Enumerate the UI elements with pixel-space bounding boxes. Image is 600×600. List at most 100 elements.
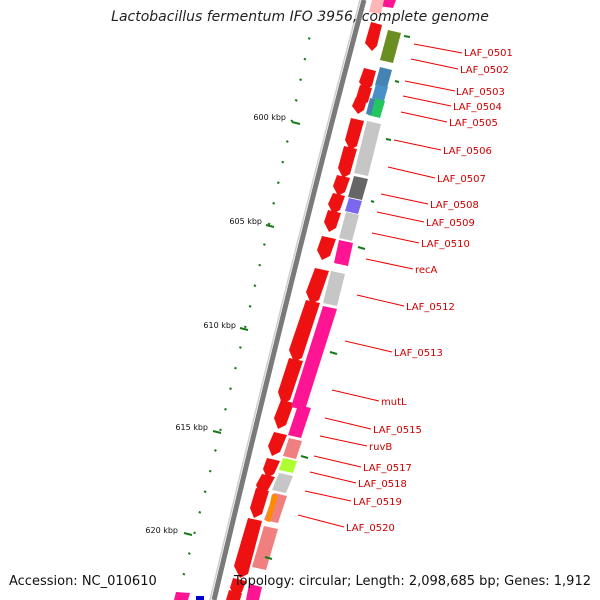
scale-dot: [238, 346, 242, 349]
gene-arrow[interactable]: [234, 518, 262, 578]
scale-dots: [177, 37, 311, 597]
inner-tick: [394, 80, 400, 83]
gene-label[interactable]: recA: [415, 265, 438, 276]
scale-dot: [193, 531, 197, 535]
scale-tick: [239, 327, 249, 331]
gene-arrow[interactable]: [365, 22, 382, 51]
scale-dot: [299, 78, 303, 82]
feature-block[interactable]: [348, 176, 368, 200]
feature-track: [174, 30, 401, 600]
gene-arrow[interactable]: [317, 236, 336, 260]
gene-labels: LAF_0501 LAF_0502 LAF_0503 LAF_0504 LAF_…: [346, 48, 513, 534]
leader-line: [410, 58, 459, 70]
gene-arrow[interactable]: [333, 175, 350, 196]
inner-tick: [264, 556, 273, 560]
inner-tick: [370, 200, 375, 203]
inner-ticks: [264, 35, 411, 560]
gene-arrow[interactable]: [250, 488, 269, 518]
gene-arrow[interactable]: [278, 358, 303, 404]
feature-block[interactable]: [366, 98, 375, 115]
gene-label[interactable]: LAF_0504: [453, 102, 502, 113]
scale-tick: [265, 224, 275, 228]
feature-block[interactable]: [372, 84, 388, 101]
leader-line: [365, 258, 414, 270]
inner-tick: [385, 138, 392, 141]
scale-dot: [285, 140, 289, 143]
feature-block[interactable]: [196, 596, 204, 600]
gene-arrow[interactable]: [359, 68, 376, 90]
scale-dot: [224, 407, 227, 411]
gene-label[interactable]: LAF_0503: [456, 87, 505, 98]
feature-block[interactable]: [291, 306, 337, 410]
gene-label[interactable]: LAF_0509: [426, 218, 475, 229]
feature-block[interactable]: [279, 458, 297, 473]
genome-summary-text: Topology: circular; Length: 2,098,685 bp…: [233, 574, 591, 589]
scale-dot: [258, 263, 262, 267]
scale-tick: [291, 121, 301, 125]
leader-line: [371, 232, 420, 244]
scale-label: 600 kbp: [253, 113, 286, 122]
gene-label[interactable]: LAF_0507: [437, 174, 486, 185]
gene-label[interactable]: LAF_0502: [460, 65, 509, 76]
scale-dot: [182, 572, 186, 576]
leader-line: [331, 389, 380, 402]
feature-block[interactable]: [339, 212, 359, 241]
feature-block[interactable]: [174, 592, 190, 600]
gene-arrow[interactable]: [369, 0, 384, 14]
gene-arrow[interactable]: [328, 193, 345, 214]
gene-label[interactable]: mutL: [381, 397, 407, 408]
gene-label[interactable]: LAF_0517: [363, 463, 412, 474]
leader-line: [387, 166, 436, 179]
feature-block[interactable]: [345, 198, 362, 214]
gene-label[interactable]: LAF_0506: [443, 146, 492, 157]
gene-label[interactable]: LAF_0513: [394, 348, 443, 359]
gene-label[interactable]: LAF_0508: [430, 200, 479, 211]
feature-block[interactable]: [334, 240, 353, 266]
gene-arrow[interactable]: [306, 268, 329, 304]
gene-arrow[interactable]: [289, 300, 320, 362]
gene-label[interactable]: LAF_0505: [449, 118, 498, 129]
scale-label: 620 kbp: [145, 526, 178, 535]
scale-dot: [294, 98, 298, 102]
scale-dot: [234, 366, 237, 370]
inner-tick: [329, 351, 338, 355]
genome-backbone: [211, 0, 367, 600]
leader-line: [356, 294, 405, 307]
scale-dot: [219, 428, 222, 432]
feature-block[interactable]: [252, 526, 278, 570]
gene-arrow[interactable]: [324, 210, 341, 232]
leader-line: [319, 435, 368, 447]
gene-arrow[interactable]: [256, 474, 275, 494]
scale-dot: [262, 243, 266, 246]
scale-dot: [229, 387, 232, 391]
feature-block[interactable]: [354, 121, 381, 176]
gene-label[interactable]: LAF_0515: [373, 425, 422, 436]
gene-label[interactable]: LAF_0518: [358, 479, 407, 490]
gene-arrow[interactable]: [345, 118, 364, 150]
feature-block[interactable]: [288, 405, 311, 438]
gene-label[interactable]: LAF_0512: [406, 302, 455, 313]
gene-label[interactable]: LAF_0501: [464, 48, 513, 59]
gene-arrow[interactable]: [274, 400, 294, 429]
gene-arrow[interactable]: [338, 146, 357, 178]
feature-block[interactable]: [266, 494, 278, 522]
scale-labels: 600 kbp 605 kbp 610 kbp 615 kbp 620 kbp: [145, 113, 286, 535]
feature-block[interactable]: [380, 30, 401, 63]
gene-label[interactable]: LAF_0520: [346, 523, 395, 534]
gene-arrow[interactable]: [352, 97, 367, 114]
gene-label[interactable]: LAF_0510: [421, 239, 470, 250]
feature-block[interactable]: [323, 271, 345, 306]
gene-arrow[interactable]: [226, 590, 242, 600]
feature-block[interactable]: [246, 584, 262, 600]
gene-arrow[interactable]: [268, 432, 287, 456]
feature-block[interactable]: [283, 438, 302, 459]
scale-dot: [198, 510, 202, 514]
gene-label[interactable]: LAF_0519: [353, 497, 402, 508]
scale-tick: [212, 430, 222, 434]
gene-arrow[interactable]: [263, 458, 280, 478]
feature-block[interactable]: [375, 67, 392, 88]
scale-label: 615 kbp: [175, 423, 208, 432]
gene-label[interactable]: ruvB: [369, 442, 392, 453]
feature-block[interactable]: [272, 473, 293, 493]
